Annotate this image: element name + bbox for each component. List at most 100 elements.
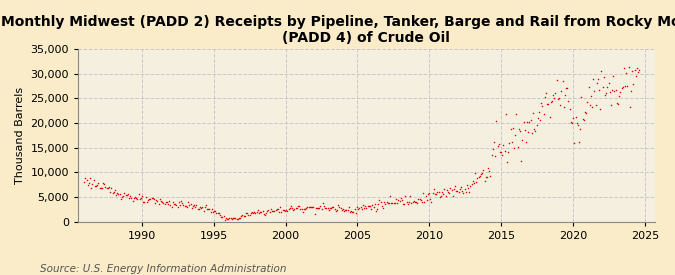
Point: [558, 104, 569, 109]
Point: [506, 140, 517, 144]
Point: [79, 180, 90, 185]
Point: [550, 91, 561, 95]
Point: [303, 205, 314, 209]
Point: [375, 200, 386, 205]
Point: [459, 187, 470, 191]
Point: [396, 195, 406, 200]
Point: [572, 123, 583, 127]
Point: [556, 89, 567, 94]
Point: [211, 211, 222, 216]
Point: [465, 183, 476, 188]
Point: [440, 193, 451, 198]
Point: [372, 207, 383, 211]
Point: [520, 140, 531, 144]
Point: [416, 200, 427, 204]
Point: [524, 120, 535, 124]
Point: [103, 186, 113, 190]
Point: [90, 184, 101, 188]
Point: [270, 208, 281, 213]
Point: [543, 101, 554, 106]
Point: [333, 203, 344, 208]
Point: [433, 190, 444, 194]
Point: [452, 189, 463, 193]
Point: [334, 205, 345, 209]
Point: [435, 194, 446, 199]
Point: [533, 110, 544, 115]
Point: [391, 197, 402, 201]
Point: [564, 107, 575, 111]
Point: [603, 80, 614, 85]
Point: [320, 206, 331, 210]
Point: [595, 107, 605, 111]
Point: [106, 186, 117, 190]
Point: [300, 207, 310, 211]
Point: [570, 115, 581, 119]
Point: [190, 205, 200, 209]
Point: [232, 216, 243, 221]
Point: [630, 74, 641, 78]
Point: [207, 207, 217, 211]
Point: [434, 195, 445, 199]
Point: [202, 207, 213, 211]
Point: [358, 203, 369, 207]
Point: [213, 211, 224, 215]
Point: [580, 111, 591, 115]
Point: [165, 203, 176, 207]
Point: [596, 69, 607, 74]
Point: [295, 206, 306, 211]
Point: [133, 192, 144, 197]
Point: [123, 192, 134, 197]
Point: [539, 95, 550, 99]
Point: [263, 208, 274, 213]
Point: [525, 118, 536, 122]
Point: [118, 193, 129, 198]
Point: [626, 89, 637, 93]
Point: [537, 104, 548, 109]
Point: [504, 141, 515, 145]
Point: [526, 131, 537, 136]
Point: [317, 201, 328, 205]
Point: [393, 197, 404, 202]
Point: [607, 87, 618, 92]
Point: [161, 200, 171, 204]
Point: [500, 149, 510, 153]
Point: [485, 174, 496, 178]
Point: [240, 214, 250, 218]
Point: [576, 95, 587, 99]
Point: [616, 85, 627, 90]
Point: [292, 204, 303, 208]
Point: [495, 150, 506, 154]
Point: [230, 216, 241, 220]
Point: [571, 121, 582, 125]
Point: [105, 190, 115, 194]
Point: [560, 93, 570, 97]
Point: [288, 208, 298, 212]
Point: [114, 191, 125, 196]
Point: [340, 208, 350, 212]
Point: [401, 200, 412, 204]
Point: [632, 66, 643, 71]
Point: [462, 183, 472, 187]
Point: [259, 212, 269, 216]
Point: [353, 207, 364, 211]
Point: [236, 214, 246, 219]
Point: [243, 213, 254, 217]
Point: [104, 185, 115, 189]
Point: [87, 182, 98, 186]
Point: [144, 196, 155, 201]
Point: [516, 159, 526, 163]
Point: [577, 116, 588, 121]
Point: [120, 193, 131, 197]
Point: [314, 206, 325, 210]
Point: [316, 207, 327, 211]
Point: [561, 86, 572, 90]
Point: [394, 198, 405, 203]
Point: [431, 192, 441, 197]
Point: [218, 213, 229, 218]
Point: [97, 186, 107, 190]
Point: [446, 188, 457, 192]
Point: [530, 129, 541, 133]
Point: [115, 197, 126, 201]
Point: [355, 205, 366, 210]
Point: [562, 86, 572, 90]
